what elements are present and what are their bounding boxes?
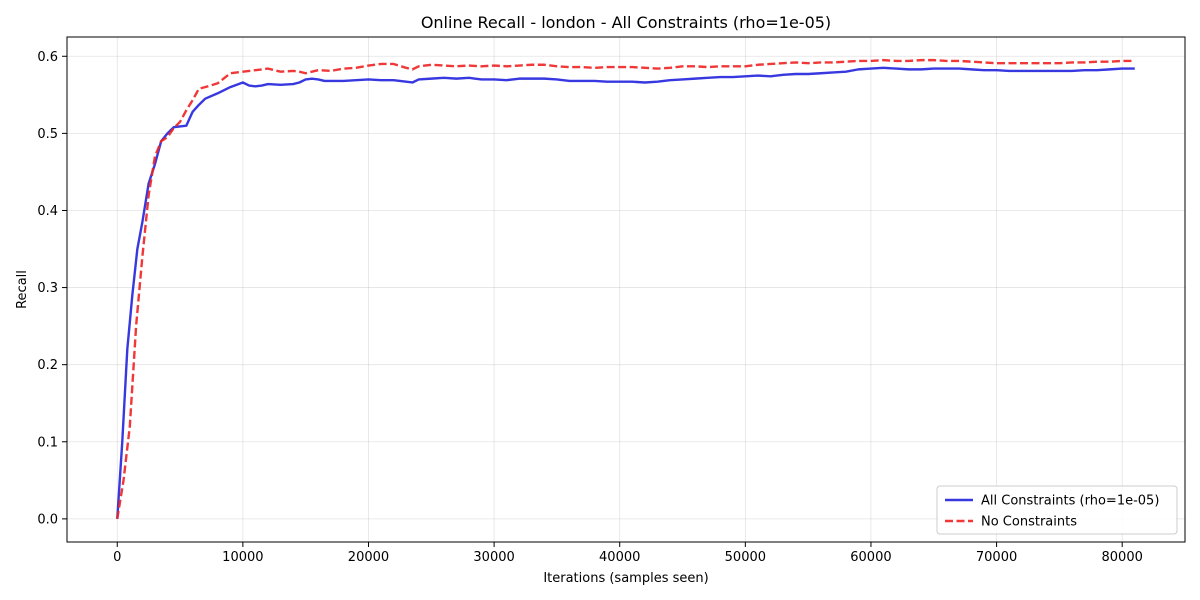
series-line-1: [116, 66, 1135, 519]
x-tick-label: 30000: [473, 550, 514, 565]
y-tick-label: 0.6: [37, 50, 58, 65]
legend-box: [936, 485, 1178, 535]
y-tick-label: 0.1: [37, 435, 58, 450]
chart-title: Online Recall - london - All Constraints…: [421, 13, 831, 32]
legend-label-1: All Constraints (rho=1e-05): [981, 494, 1159, 509]
y-axis-ticks: 0.0 0.1 0.2 0.3 0.4 0.5 0.6: [37, 50, 67, 527]
legend-label-2: No Constraints: [981, 515, 1077, 530]
y-tick-label: 0.0: [37, 512, 58, 527]
x-tick-label: 0: [113, 550, 121, 565]
x-tick-label: 60000: [850, 550, 891, 565]
x-tick-label: 50000: [725, 550, 766, 565]
legend: All Constraints (rho=1e-05) No Constraint…: [936, 485, 1178, 535]
x-tick-label: 80000: [1102, 550, 1143, 565]
y-tick-label: 0.5: [37, 127, 58, 142]
x-axis-label: Iterations (samples seen): [543, 571, 708, 586]
x-tick-label: 70000: [976, 550, 1017, 565]
plot-area: [66, 36, 1186, 543]
y-axis-label: Recall: [15, 270, 30, 309]
y-tick-label: 0.4: [37, 204, 58, 219]
series-lines: [116, 58, 1135, 520]
x-tick-label: 40000: [599, 550, 640, 565]
y-tick-label: 0.3: [37, 281, 58, 296]
x-tick-label: 10000: [222, 550, 263, 565]
x-tick-label: 20000: [348, 550, 389, 565]
series-line-2: [116, 58, 1135, 520]
y-tick-label: 0.2: [37, 358, 58, 373]
x-axis-ticks: 0 10000 20000 30000 40000 50000 60000 70000 8000…: [113, 542, 1143, 565]
